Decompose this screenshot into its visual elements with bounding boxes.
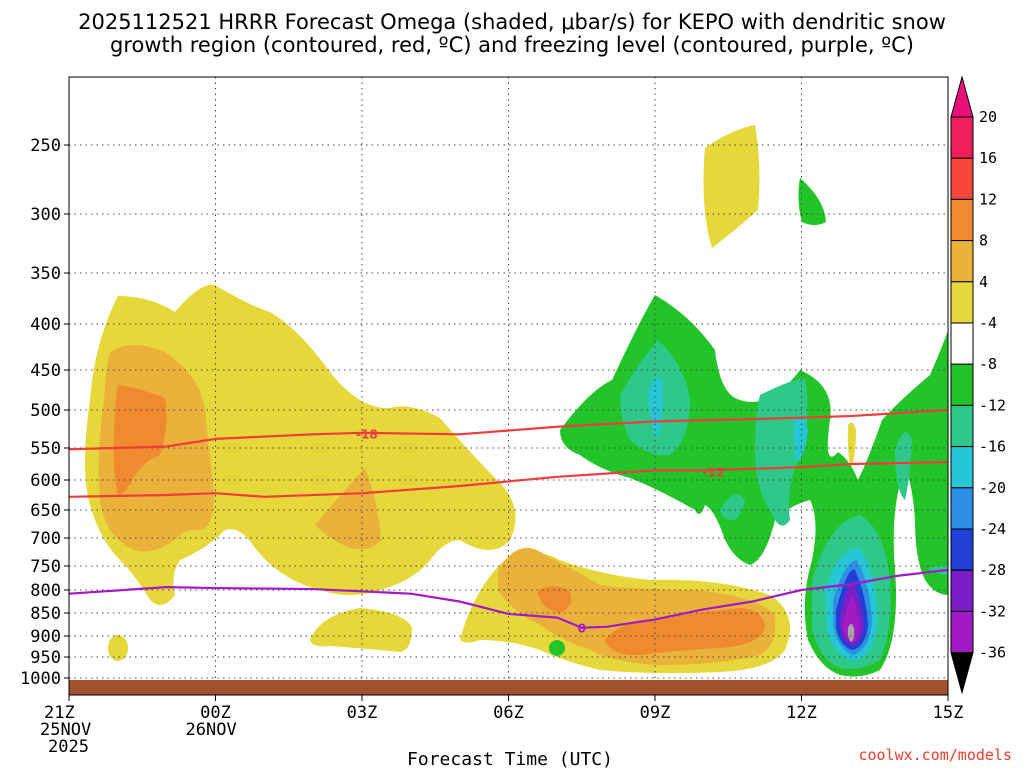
dgz-contour-1-label: -18 <box>356 427 378 441</box>
y-tick-label-450: 450 <box>30 361 61 381</box>
colorbar-bin--4 <box>951 323 973 364</box>
omega-region-neg4-small <box>549 640 565 656</box>
x-axis-label: Forecast Time (UTC) <box>407 749 613 768</box>
x-tick-year: 2025 <box>48 737 89 757</box>
colorbar-label--28: -28 <box>979 561 1006 579</box>
y-tick-label-800: 800 <box>30 581 61 601</box>
colorbar-label-20: 20 <box>979 108 997 126</box>
y-tick-label-900: 900 <box>30 627 61 647</box>
y-tick-label-950: 950 <box>30 648 61 668</box>
colorbar-bin--8 <box>951 364 973 405</box>
x-tick-label-15Z: 15Z <box>933 703 964 723</box>
colorbar-bin--12 <box>951 405 973 446</box>
x-tick-label-12Z: 12Z <box>786 703 817 723</box>
x-tick-sublabel: 26NOV <box>186 720 237 740</box>
y-tick-label-300: 300 <box>30 205 61 225</box>
y-tick-label-1000: 1000 <box>20 669 61 689</box>
colorbar-bin-8 <box>951 241 973 282</box>
colorbar-bin--24 <box>951 529 973 570</box>
colorbar-bin-4 <box>951 282 973 323</box>
x-tick-label-03Z: 03Z <box>347 703 378 723</box>
y-tick-label-350: 350 <box>30 264 61 284</box>
chart-title-line1: 2025112521 HRRR Forecast Omega (shaded, … <box>78 10 946 34</box>
colorbar-label-12: 12 <box>979 190 997 208</box>
y-tick-label-550: 550 <box>30 439 61 459</box>
chart-figure: 2025112521 HRRR Forecast Omega (shaded, … <box>0 0 1024 768</box>
colorbar-bin--28 <box>951 570 973 611</box>
colorbar-label--32: -32 <box>979 602 1006 620</box>
colorbar-label--24: -24 <box>979 520 1006 538</box>
y-tick-label-250: 250 <box>30 136 61 156</box>
colorbar-top-arrow <box>951 77 973 117</box>
freezing-level-contour-label: 0 <box>578 622 586 636</box>
ground-surface-bar <box>69 680 948 695</box>
y-tick-label-650: 650 <box>30 501 61 521</box>
colorbar-label--20: -20 <box>979 479 1006 497</box>
chart-title-line2: growth region (contoured, red, ºC) and f… <box>110 33 914 57</box>
colorbar-bin--16 <box>951 447 973 488</box>
x-tick-label-09Z: 09Z <box>640 703 671 723</box>
colorbar-bottom-arrow <box>951 653 973 693</box>
colorbar-bin--32 <box>951 611 973 652</box>
y-tick-label-600: 600 <box>30 471 61 491</box>
colorbar-label--12: -12 <box>979 396 1006 414</box>
y-tick-label-700: 700 <box>30 529 61 549</box>
colorbar-label-4: 4 <box>979 273 988 291</box>
colorbar-label-16: 16 <box>979 149 997 167</box>
colorbar-label--8: -8 <box>979 355 997 373</box>
y-tick-label-750: 750 <box>30 557 61 577</box>
credit-text: coolwx.com/models <box>858 746 1012 764</box>
colorbar-label-8: 8 <box>979 232 988 250</box>
colorbar-bin-20 <box>951 117 973 158</box>
colorbar-bin-12 <box>951 199 973 240</box>
colorbar-label--16: -16 <box>979 438 1006 456</box>
colorbar-label--36: -36 <box>979 644 1006 662</box>
dgz-contour-2-label: -12 <box>703 465 725 479</box>
colorbar: 20 16 12 8 4 -4 -8 -12 -16 -20 -24 -28 -32 -36 <box>951 77 1006 693</box>
y-tick-label-500: 500 <box>30 401 61 421</box>
x-tick-label-06Z: 06Z <box>493 703 524 723</box>
colorbar-bin--20 <box>951 488 973 529</box>
y-tick-label-400: 400 <box>30 315 61 335</box>
colorbar-label--4: -4 <box>979 314 997 332</box>
y-axis: 250 300 350 400 450 500 550 600 650 700 750 800 850 9… <box>20 136 69 689</box>
y-tick-label-850: 850 <box>30 604 61 624</box>
colorbar-bin-16 <box>951 158 973 199</box>
